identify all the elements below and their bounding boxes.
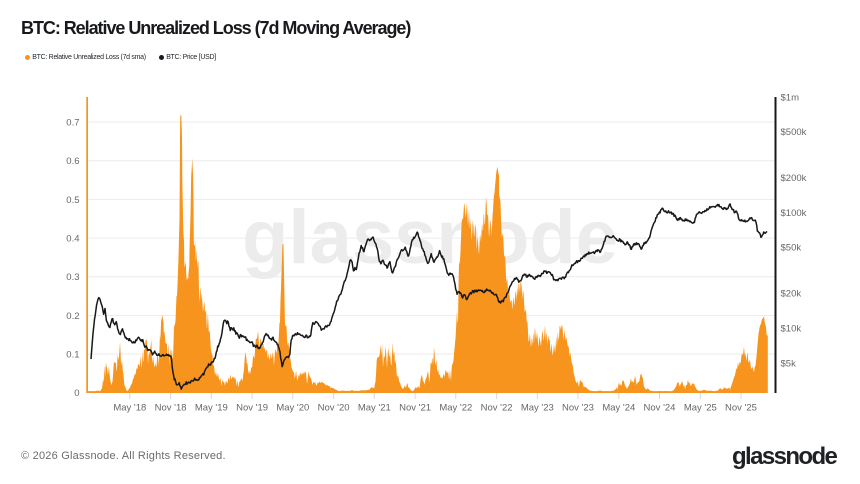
svg-text:$1m: $1m xyxy=(781,92,800,103)
svg-text:0.1: 0.1 xyxy=(66,349,79,360)
svg-text:Nov '20: Nov '20 xyxy=(318,403,350,414)
svg-text:Nov '18: Nov '18 xyxy=(155,403,187,414)
svg-text:0.3: 0.3 xyxy=(66,272,79,283)
svg-text:0.6: 0.6 xyxy=(66,156,79,167)
svg-text:$20k: $20k xyxy=(781,289,802,300)
svg-text:0.5: 0.5 xyxy=(66,195,79,206)
svg-text:May '20: May '20 xyxy=(276,403,309,414)
svg-text:May '25: May '25 xyxy=(684,403,717,414)
svg-text:May '21: May '21 xyxy=(358,403,391,414)
svg-text:Nov '25: Nov '25 xyxy=(725,403,757,414)
svg-text:May '19: May '19 xyxy=(195,403,228,414)
svg-text:0.7: 0.7 xyxy=(66,117,79,128)
svg-text:$500k: $500k xyxy=(781,127,807,138)
svg-text:$50k: $50k xyxy=(781,243,802,254)
svg-text:0.4: 0.4 xyxy=(66,233,79,244)
svg-text:Nov '24: Nov '24 xyxy=(644,403,676,414)
svg-text:Nov '23: Nov '23 xyxy=(562,403,594,414)
svg-text:Nov '21: Nov '21 xyxy=(399,403,431,414)
svg-text:0: 0 xyxy=(74,388,79,399)
svg-text:$10k: $10k xyxy=(781,324,802,335)
svg-text:May '23: May '23 xyxy=(521,403,554,414)
svg-text:$200k: $200k xyxy=(781,173,807,184)
svg-text:May '18: May '18 xyxy=(113,403,146,414)
svg-text:Nov '19: Nov '19 xyxy=(236,403,268,414)
svg-text:0.2: 0.2 xyxy=(66,311,79,322)
svg-text:$100k: $100k xyxy=(781,208,807,219)
svg-text:May '22: May '22 xyxy=(439,403,472,414)
svg-text:May '24: May '24 xyxy=(602,403,635,414)
svg-text:Nov '22: Nov '22 xyxy=(481,403,513,414)
svg-text:$5k: $5k xyxy=(781,358,797,369)
svg-text:glassnode: glassnode xyxy=(242,195,618,280)
